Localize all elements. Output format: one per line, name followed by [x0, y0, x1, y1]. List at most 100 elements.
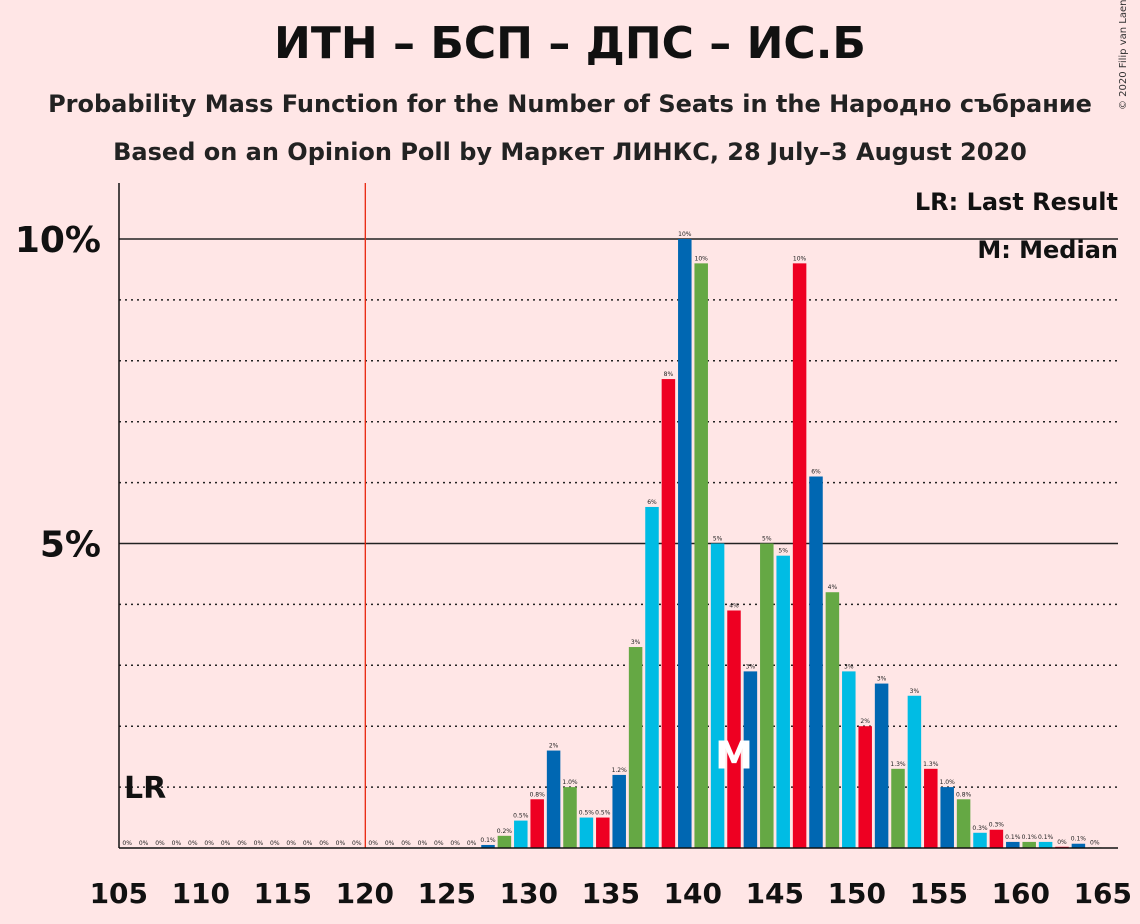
- bar-value-label: 3%: [631, 639, 641, 646]
- bar-seat-140: [678, 239, 692, 848]
- bar-value-label: 0.1%: [1005, 834, 1021, 841]
- bar-seat-157: [956, 799, 971, 848]
- bar-value-label: 8%: [664, 371, 674, 378]
- bar-seat-158: [973, 832, 987, 848]
- bar-seat-152: [874, 683, 889, 848]
- bar-value-label: 0%: [221, 840, 231, 847]
- bar-seat-154: [907, 695, 922, 848]
- bars: [481, 239, 1102, 848]
- bar-value-label: 0%: [188, 840, 198, 847]
- bar-value-label: 0%: [450, 840, 460, 847]
- bar-value-label: 2%: [860, 718, 870, 725]
- bar-seat-148: [809, 476, 823, 848]
- bar-value-label: 6%: [811, 469, 821, 476]
- bar-value-label: 0%: [1057, 839, 1067, 846]
- bar-value-label: 0%: [336, 840, 346, 847]
- x-tick-label: 145: [746, 877, 804, 910]
- bar-value-label: 0.2%: [497, 828, 513, 835]
- bar-seat-134: [579, 817, 594, 848]
- bar-value-label: 1.0%: [940, 779, 956, 786]
- bar-value-label: 0.1%: [1022, 834, 1038, 841]
- legend-last-result: LR: Last Result: [915, 188, 1118, 216]
- bar-seat-146: [776, 555, 790, 848]
- x-tick-label: 125: [418, 877, 476, 910]
- bar-value-label: 0%: [270, 840, 280, 847]
- chart-title: ИТН – БСП – ДПС – ИС.Б: [274, 18, 866, 69]
- bar-value-label: 0.3%: [989, 822, 1005, 829]
- bar-seat-147: [792, 263, 807, 848]
- bar-value-label: 0.8%: [530, 791, 546, 798]
- x-tick-label: 140: [664, 877, 722, 910]
- bar-value-label: 0%: [172, 840, 182, 847]
- x-tick-label: 105: [90, 877, 148, 910]
- bar-seat-144: [743, 671, 758, 848]
- x-tick-label: 165: [1074, 877, 1132, 910]
- bar-value-label: 0%: [204, 840, 214, 847]
- bar-value-label: 4%: [729, 602, 739, 609]
- legend-median: M: Median: [977, 236, 1118, 264]
- bar-seat-130: [514, 820, 528, 848]
- bar-seat-156: [940, 787, 954, 848]
- bar-value-label: 0%: [139, 840, 149, 847]
- bar-value-label: 0%: [1090, 839, 1100, 846]
- bar-value-label: 0%: [368, 840, 378, 847]
- bar-value-label: 3%: [844, 663, 854, 670]
- bar-seat-133: [563, 787, 577, 848]
- bar-value-label: 5%: [778, 548, 788, 555]
- bar-seat-138: [645, 506, 659, 848]
- bar-value-label: 2%: [549, 743, 559, 750]
- bar-value-label: 0.1%: [480, 837, 496, 844]
- bar-seat-162: [1038, 841, 1053, 848]
- bar-seat-129: [497, 835, 512, 848]
- y-tick-label: 5%: [40, 525, 101, 566]
- bar-value-label: 0%: [286, 840, 296, 847]
- bar-value-label: 6%: [647, 499, 657, 506]
- bar-seat-161: [1022, 841, 1036, 848]
- bar-seat-132: [546, 750, 561, 848]
- axes: 5% 10% 105 110 115 120 125 130 135 140 145 150 155 16…: [15, 183, 1132, 910]
- value-labels: 0% 0% 0% 0% 0% 0% 0% 0% 0% 0% 0% 0% 0% 0% 0% 0% 0% 0% 0% 0%…: [122, 188, 1118, 847]
- bar-value-label: 0.8%: [956, 791, 972, 798]
- bar-value-label: 5%: [762, 536, 772, 543]
- bar-seat-160: [1006, 841, 1020, 848]
- bar-seat-145: [760, 543, 774, 848]
- x-tick-label: 160: [992, 877, 1050, 910]
- x-tick-label: 110: [172, 877, 230, 910]
- chart-subtitle-poll: Based on an Opinion Poll by Маркет ЛИНКС…: [113, 138, 1027, 166]
- x-tick-label: 120: [336, 877, 394, 910]
- bar-value-label: 3%: [746, 663, 756, 670]
- bar-value-label: 10%: [695, 255, 709, 262]
- x-tick-label: 135: [582, 877, 640, 910]
- bar-value-label: 0%: [467, 840, 477, 847]
- gridlines: [119, 183, 1118, 848]
- bar-seat-131: [530, 799, 544, 848]
- bar-value-label: 0.5%: [513, 813, 529, 820]
- bar-value-label: 0%: [254, 840, 264, 847]
- last-result-label: LR: [124, 771, 166, 806]
- bar-value-label: 1.2%: [612, 767, 628, 774]
- bar-seat-135: [596, 817, 610, 848]
- bar-seat-141: [694, 263, 708, 848]
- chart-subtitle: Probability Mass Function for the Number…: [48, 90, 1092, 118]
- bar-seat-151: [858, 726, 872, 848]
- bar-seat-136: [612, 774, 626, 848]
- bar-seat-164: [1071, 843, 1086, 848]
- bar-value-label: 10%: [678, 231, 692, 238]
- bar-value-label: 3%: [910, 688, 920, 695]
- bar-value-label: 4%: [828, 584, 838, 591]
- bar-seat-150: [842, 671, 856, 848]
- bar-value-label: 1.3%: [890, 761, 906, 768]
- bar-value-label: 0.3%: [972, 825, 988, 832]
- bar-seat-153: [891, 768, 905, 848]
- bar-value-label: 0.5%: [595, 810, 611, 817]
- bar-value-label: 5%: [713, 536, 723, 543]
- bar-seat-137: [628, 647, 643, 848]
- bar-value-label: 0%: [319, 840, 329, 847]
- bar-value-label: 0%: [385, 840, 395, 847]
- bar-value-label: 0%: [434, 840, 444, 847]
- x-tick-label: 115: [254, 877, 312, 910]
- y-tick-label: 10%: [15, 220, 101, 261]
- bar-seat-139: [661, 379, 676, 848]
- bar-value-label: 0%: [122, 840, 132, 847]
- bar-value-label: 10%: [793, 255, 807, 262]
